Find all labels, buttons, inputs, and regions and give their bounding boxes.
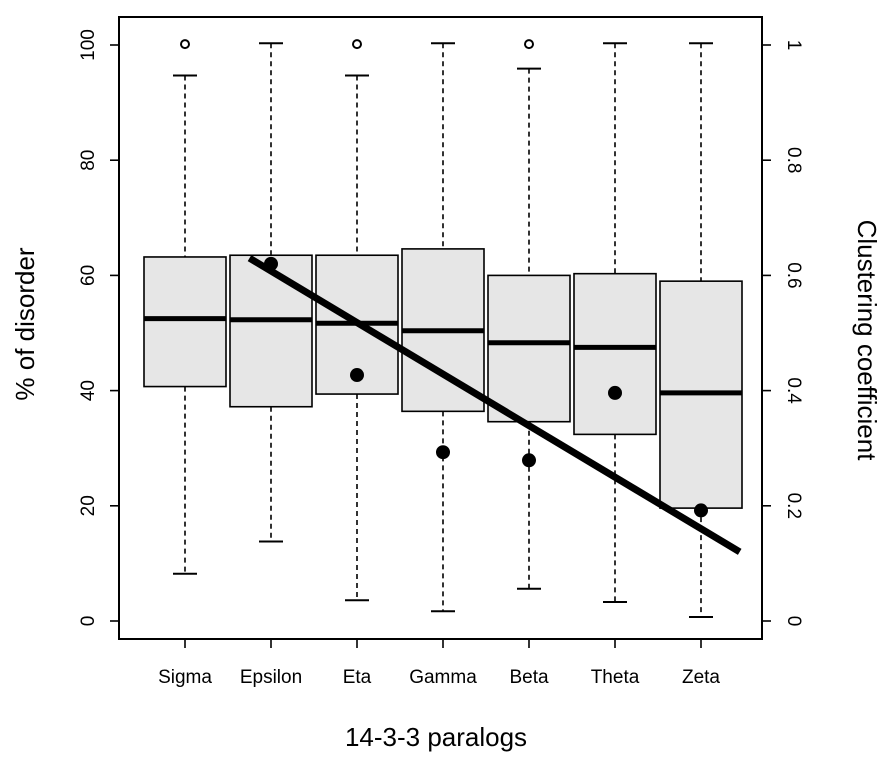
y-left-tick-label-100: 100	[78, 29, 99, 61]
y-right-tick-label-1: 0.2	[783, 493, 804, 519]
clustering-point-zeta	[694, 503, 708, 518]
y-left-tick-label-80: 80	[78, 150, 99, 171]
y-left-tick-label-20: 20	[78, 495, 99, 516]
y-axis-left-title: % of disorder	[10, 247, 40, 401]
category-label-zeta: Zeta	[682, 667, 720, 688]
box-beta	[487, 274, 571, 423]
y-right-tick-label-3: 0.6	[783, 262, 804, 288]
category-label-gamma: Gamma	[409, 667, 477, 688]
category-label-beta: Beta	[509, 667, 549, 688]
category-label-eta: Eta	[343, 667, 372, 688]
y-right-tick-label-2: 0.4	[783, 377, 804, 404]
trend-line	[247, 255, 742, 555]
box-epsilon	[229, 254, 313, 408]
category-label-epsilon: Epsilon	[240, 667, 302, 688]
outlier-beta	[524, 39, 534, 50]
y-right-tick-label-4: 0.8	[783, 147, 804, 173]
boxes-layer	[143, 39, 743, 618]
category-label-sigma: Sigma	[158, 667, 212, 688]
clustering-point-theta	[608, 385, 622, 400]
y-left-tick-label-60: 60	[78, 265, 99, 286]
outlier-sigma	[180, 39, 190, 50]
axes-layer: Sigma Epsilon Eta Gamma Beta Theta Zeta 0 20 40 60…	[78, 29, 804, 688]
x-axis-title: 14-3-3 paralogs	[345, 722, 527, 752]
category-label-theta: Theta	[591, 667, 640, 688]
y-axis-right-title: Clustering coefficient	[852, 220, 882, 462]
y-left-tick-label-40: 40	[78, 380, 99, 401]
y-right-tick-label-0: 0	[783, 616, 804, 627]
clustering-point-beta	[522, 453, 536, 468]
outlier-eta	[352, 39, 362, 50]
y-left-tick-label-0: 0	[78, 616, 99, 627]
clustering-point-gamma	[436, 445, 450, 460]
y-right-tick-label-5: 1	[783, 40, 804, 51]
trend-layer	[247, 255, 742, 555]
plot-frame	[118, 16, 763, 640]
clustering-point-eta	[350, 368, 364, 383]
box-theta	[573, 272, 657, 436]
box-sigma	[143, 256, 227, 388]
